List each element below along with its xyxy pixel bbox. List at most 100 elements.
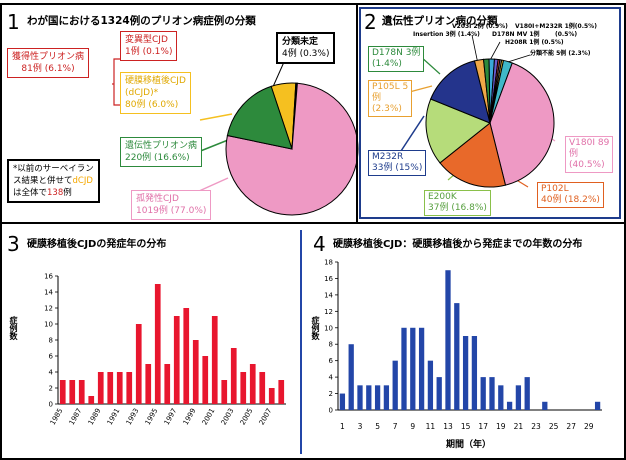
bar-22 bbox=[524, 377, 530, 410]
bar-3 bbox=[357, 385, 363, 410]
v180i-pct: (40.5%) bbox=[569, 160, 605, 170]
x-tick-label: 21 bbox=[514, 422, 524, 431]
bar-2005 bbox=[249, 364, 256, 404]
small-label-d178n-mv-pct: (0.5%) bbox=[555, 31, 578, 38]
bar-1999 bbox=[192, 340, 199, 404]
bar-7 bbox=[392, 360, 398, 410]
d178n-label: D178N 3例 (1.4%) bbox=[368, 46, 425, 72]
bar-6 bbox=[383, 385, 390, 410]
bar-10 bbox=[418, 327, 425, 410]
panel4-ylabel: 症例数 bbox=[311, 316, 320, 340]
genetic-box: 遺伝性プリオン病 220例 (16.6%) bbox=[120, 137, 203, 167]
bar-1996 bbox=[164, 364, 171, 404]
bar-1998 bbox=[183, 308, 190, 404]
x-tick-label: 17 bbox=[478, 422, 488, 431]
bar-1986 bbox=[69, 380, 76, 404]
bar-21 bbox=[515, 385, 522, 410]
bar-1989 bbox=[97, 372, 104, 404]
x-tick-label: 19 bbox=[496, 422, 506, 431]
v180i-label: V180I 89 例 (40.5%) bbox=[565, 136, 614, 173]
y-tick-label: 2 bbox=[329, 390, 333, 398]
y-tick-label: 10 bbox=[324, 324, 333, 332]
y-tick-label: 14 bbox=[44, 289, 53, 297]
small-label-h208r: H208R 1例 (0.5%) bbox=[505, 39, 564, 46]
p105l-pct: (2.3%) bbox=[372, 104, 402, 114]
e200k-name: E200K bbox=[428, 192, 457, 202]
bar-1994 bbox=[145, 364, 152, 404]
dcjd-name: 硬膜移植後CJD bbox=[125, 76, 186, 86]
bar-19 bbox=[498, 385, 504, 410]
panel3-ylabel: 症例数 bbox=[9, 316, 18, 340]
x-tick-label: 3 bbox=[358, 422, 363, 431]
bar-2002 bbox=[221, 380, 228, 404]
y-tick-label: 6 bbox=[49, 353, 54, 361]
dcjd-abbr: (dCJD)* bbox=[125, 88, 159, 98]
genetic-name: 遺伝性プリオン病 bbox=[125, 141, 198, 151]
bar-1992 bbox=[126, 372, 133, 404]
bar-16 bbox=[471, 336, 478, 410]
x-tick-label: 13 bbox=[443, 422, 453, 431]
note-line3b: 例 bbox=[63, 188, 72, 198]
d178n-pct: (1.4%) bbox=[372, 59, 402, 69]
p105l-label: P105L 5 例 (2.3%) bbox=[368, 80, 413, 117]
right-border bbox=[624, 3, 626, 460]
genetic-value: 220例 (16.6%) bbox=[125, 153, 190, 163]
x-tick-label: 25 bbox=[549, 422, 559, 431]
bar-14 bbox=[454, 303, 460, 410]
y-tick-label: 16 bbox=[44, 273, 53, 281]
pie-slice-d178n bbox=[482, 58, 491, 124]
pie-slice-m232r bbox=[430, 60, 491, 124]
panel4-xlabel: 期間（年） bbox=[446, 440, 492, 450]
small-label-unclassified: 分類不能 5例 (2.3%) bbox=[530, 50, 591, 57]
bar-1993 bbox=[135, 324, 142, 404]
bar-8 bbox=[401, 327, 407, 410]
panel3-title: 硬膜移植後CJDの発症年の分布 bbox=[27, 239, 167, 250]
d178n-name: D178N 3例 bbox=[372, 48, 421, 58]
v180i-name: V180I 89 bbox=[569, 138, 610, 148]
bar-2000 bbox=[202, 356, 209, 404]
bar-17 bbox=[480, 377, 486, 410]
panel1-title: わが国における1324例のプリオン病症例の分類 bbox=[27, 15, 256, 27]
bar-2 bbox=[348, 344, 354, 410]
y-tick-label: 0 bbox=[329, 407, 333, 415]
variant-name: 変異型CJD bbox=[125, 35, 168, 45]
note-dcjd: dCJD bbox=[72, 176, 93, 186]
y-tick-label: 6 bbox=[329, 357, 334, 365]
x-tick-label: 9 bbox=[410, 422, 415, 431]
note-line2: ス結果と併せて bbox=[13, 176, 73, 186]
y-tick-label: 4 bbox=[329, 374, 334, 382]
unknown-value: 4例 (0.3%) bbox=[282, 49, 330, 59]
p105l-name: P105L 5 bbox=[372, 82, 409, 92]
bottom-border bbox=[0, 458, 626, 460]
bar-2001 bbox=[211, 316, 218, 404]
top-divider bbox=[356, 3, 358, 223]
p102l-name: P102L bbox=[541, 184, 569, 194]
m232r-name: M232R bbox=[372, 152, 404, 162]
y-tick-label: 10 bbox=[44, 321, 53, 329]
pie-slice-- bbox=[226, 85, 293, 150]
bar-4 bbox=[366, 385, 372, 410]
panel1-number: 1 bbox=[7, 10, 20, 34]
bar-11 bbox=[427, 360, 434, 410]
bar-1995 bbox=[154, 284, 161, 404]
variant-box: 変異型CJD 1例 (0.1%) bbox=[120, 31, 178, 61]
bar-2006 bbox=[259, 372, 266, 404]
x-tick-label: 7 bbox=[393, 422, 398, 431]
note-line3a: は全体で bbox=[13, 188, 48, 198]
x-tick-label: 27 bbox=[566, 422, 576, 431]
acquired-name: 獲得性プリオン病 bbox=[12, 52, 85, 62]
y-tick-label: 8 bbox=[49, 337, 53, 345]
small-label-v203i: V203I 2例 (0.9%) bbox=[452, 23, 508, 30]
bar-24 bbox=[542, 401, 548, 410]
middle-divider bbox=[0, 222, 626, 224]
y-tick-label: 0 bbox=[49, 401, 53, 409]
e200k-label: E200K 37例 (16.8%) bbox=[424, 190, 491, 216]
y-tick-label: 8 bbox=[329, 341, 333, 349]
y-tick-label: 12 bbox=[44, 305, 53, 313]
unknown-box: 分類未定 4例 (0.3%) bbox=[276, 32, 336, 64]
p102l-label: P102L 40例 (18.2%) bbox=[537, 182, 604, 208]
panel2-frame bbox=[359, 7, 621, 219]
x-tick-label: 11 bbox=[426, 422, 436, 431]
